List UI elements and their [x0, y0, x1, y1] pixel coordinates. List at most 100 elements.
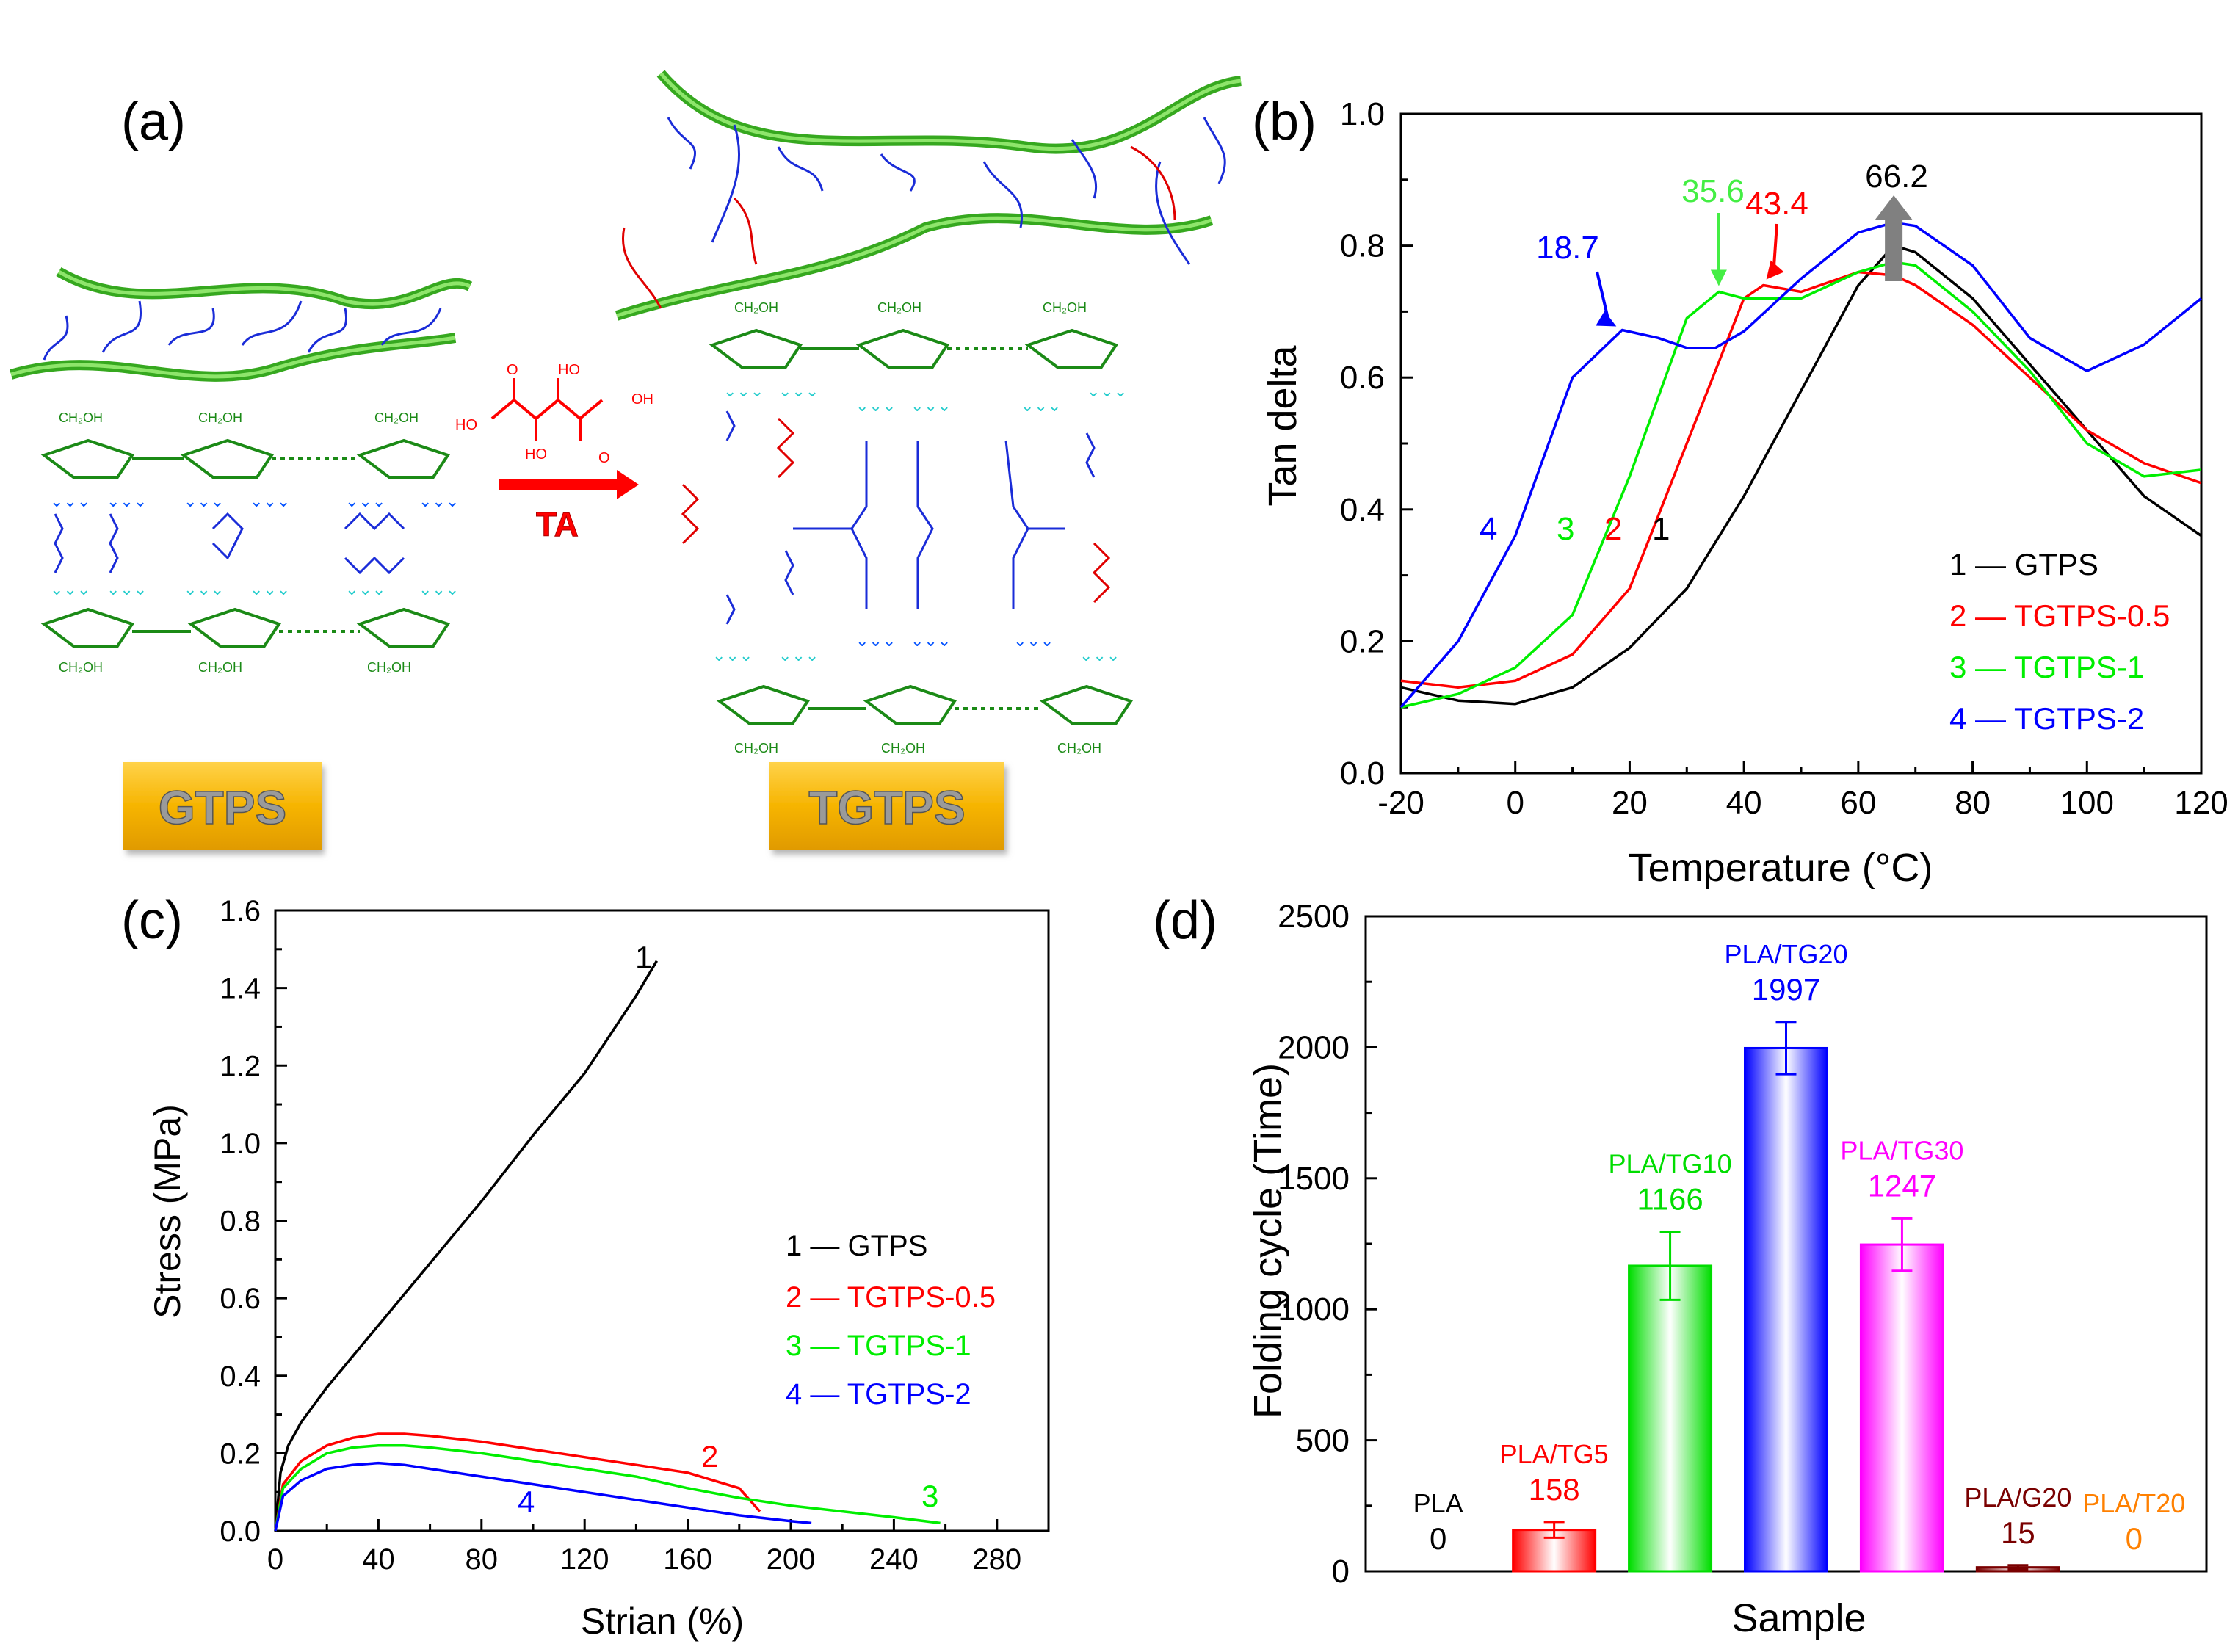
legend-item-4: 4 — TGTPS-2 — [786, 1378, 971, 1410]
svg-text:⌄⌄⌄: ⌄⌄⌄ — [778, 646, 819, 664]
y-tick-label: 2000 — [1278, 1029, 1350, 1065]
panel-a-label: (a) — [121, 93, 186, 151]
y-tick-label: 0.4 — [220, 1361, 261, 1393]
annotation-arrow-66.2 — [1885, 217, 1903, 281]
right-ta-molecules — [681, 417, 1111, 604]
svg-text:OH: OH — [631, 391, 653, 407]
x-tick-label: 80 — [466, 1543, 499, 1576]
svg-text:⌄⌄⌄: ⌄⌄⌄ — [723, 382, 764, 400]
svg-text:HO: HO — [525, 446, 547, 463]
svg-text:⌄⌄⌄: ⌄⌄⌄ — [184, 580, 224, 598]
x-tick-label: 100 — [2060, 785, 2114, 821]
left-ribbon-bottom — [10, 333, 457, 382]
tgtps-badge — [769, 762, 1004, 850]
svg-text:HO: HO — [558, 362, 580, 378]
bar-pla-tg30 — [1859, 1243, 1944, 1573]
x-tick-label: 120 — [2174, 785, 2228, 821]
svg-text:⌄⌄⌄: ⌄⌄⌄ — [1079, 646, 1120, 664]
gtps-badge — [123, 762, 322, 850]
panel-d-ylabel: Folding cycle (Time) — [1246, 1063, 1290, 1419]
panel-b-xlabel: Temperature (°C) — [1629, 846, 1933, 890]
svg-text:⌄⌄⌄: ⌄⌄⌄ — [778, 382, 819, 400]
x-tick-label: 120 — [560, 1543, 609, 1576]
svg-text:⌄⌄⌄: ⌄⌄⌄ — [855, 631, 896, 650]
legend-item-1: 1 — GTPS — [1949, 547, 2098, 582]
y-tick-label: 1000 — [1278, 1291, 1350, 1327]
svg-text:CH₂OH: CH₂OH — [198, 660, 242, 675]
svg-text:⌄⌄⌄: ⌄⌄⌄ — [106, 580, 147, 598]
series-line-1 — [1400, 244, 2202, 706]
legend-item-2: 2 — TGTPS-0.5 — [786, 1281, 996, 1314]
series-line-3 — [274, 1444, 941, 1532]
x-tick-label: 200 — [767, 1543, 816, 1576]
panel-c-legend: 1 — GTPS 2 — TGTPS-0.5 3 — TGTPS-1 4 — T… — [786, 1230, 996, 1410]
legend-item-3: 3 — TGTPS-1 — [786, 1330, 971, 1362]
svg-text:CH₂OH: CH₂OH — [734, 741, 778, 756]
y-tick-label: 1.0 — [220, 1128, 261, 1160]
svg-text:⌄⌄⌄: ⌄⌄⌄ — [1013, 631, 1054, 650]
svg-text:⌄⌄⌄: ⌄⌄⌄ — [345, 580, 385, 598]
series-line-1 — [274, 960, 659, 1532]
right-glucose-row-top — [709, 328, 1119, 369]
y-tick-label: 0.4 — [1340, 492, 1385, 528]
x-tick-label: -20 — [1377, 785, 1424, 821]
tartaric-acid-atoms: O HO HO HO O OH — [455, 362, 653, 466]
svg-text:CH₂OH: CH₂OH — [734, 300, 778, 315]
bar-pla-tg10 — [1628, 1264, 1713, 1573]
right-ribbon-chains-blue — [667, 117, 1226, 265]
annotation-35.6: 35.6 — [1681, 173, 1745, 209]
curve-label-2: 2 — [1604, 511, 1622, 547]
category-label: PLA/G20 — [1964, 1482, 2071, 1512]
value-label: 1247 — [1868, 1168, 1936, 1203]
panel-b-legend: 1 — GTPS 2 — TGTPS-0.5 3 — TGTPS-1 4 — T… — [1949, 547, 2170, 736]
annotation-arrowhead-35.6 — [1710, 269, 1727, 286]
svg-text:CH₂OH: CH₂OH — [881, 741, 925, 756]
left-glycerol-molecules — [54, 512, 405, 575]
left-glucose-row-top — [40, 438, 451, 479]
value-label: 1166 — [1637, 1182, 1703, 1217]
y-tick-label: 0.6 — [220, 1283, 261, 1315]
y-tick-label: 0.0 — [1340, 756, 1385, 791]
bar-pla-tg20 — [1744, 1046, 1828, 1573]
panel-c-stress-strain-chart: (c) 0 40 80 120 160 200 240 280 0.0 0.2 0.4 0.6 0.8 1… — [121, 891, 1050, 1642]
y-tick-label: 0.8 — [1340, 228, 1385, 264]
right-ribbon-bottom — [615, 213, 1214, 321]
svg-text:⌄⌄⌄: ⌄⌄⌄ — [910, 396, 951, 415]
category-label: PLA/TG20 — [1724, 939, 1847, 969]
category-label: PLA/TG5 — [1500, 1439, 1609, 1469]
panel-d-label: (d) — [1153, 891, 1217, 950]
svg-text:⌄⌄⌄: ⌄⌄⌄ — [50, 580, 90, 598]
value-label: 15 — [2001, 1515, 2035, 1550]
svg-text:⌄⌄⌄: ⌄⌄⌄ — [910, 631, 951, 650]
panel-c-xlabel: Strian (%) — [581, 1601, 744, 1642]
gtps-badge-label: GTPS — [159, 781, 286, 834]
legend-item-3: 3 — TGTPS-1 — [1949, 650, 2144, 684]
svg-text:⌄⌄⌄: ⌄⌄⌄ — [106, 492, 147, 510]
left-hbond-chevrons: ⌄⌄⌄ ⌄⌄⌄ ⌄⌄⌄ ⌄⌄⌄ ⌄⌄⌄ ⌄⌄⌄ ⌄⌄⌄ ⌄⌄⌄ ⌄⌄⌄ ⌄⌄⌄ … — [50, 492, 459, 598]
right-ch2oh-labels: CH₂OH CH₂OH CH₂OH CH₂OH CH₂OH CH₂OH — [734, 300, 1101, 756]
value-label: 158 — [1529, 1472, 1580, 1507]
svg-text:CH₂OH: CH₂OH — [1043, 300, 1087, 315]
svg-text:⌄⌄⌄: ⌄⌄⌄ — [419, 492, 459, 510]
svg-text:CH₂OH: CH₂OH — [198, 410, 242, 425]
y-tick-label: 0.2 — [220, 1438, 261, 1470]
right-hbond-chevrons: ⌄⌄⌄ ⌄⌄⌄ ⌄⌄⌄ ⌄⌄⌄ ⌄⌄⌄ ⌄⌄⌄ ⌄⌄⌄ ⌄⌄⌄ ⌄⌄⌄ ⌄⌄⌄ … — [712, 382, 1127, 664]
x-tick-label: 240 — [869, 1543, 919, 1576]
svg-text:⌄⌄⌄: ⌄⌄⌄ — [419, 580, 459, 598]
svg-text:⌄⌄⌄: ⌄⌄⌄ — [1087, 382, 1127, 400]
curve-label-1: 1 — [635, 940, 652, 974]
svg-text:⌄⌄⌄: ⌄⌄⌄ — [345, 492, 385, 510]
left-ch2oh-labels: CH₂OH CH₂OH CH₂OH CH₂OH CH₂OH CH₂OH — [59, 410, 419, 675]
svg-text:CH₂OH: CH₂OH — [59, 410, 103, 425]
svg-text:⌄⌄⌄: ⌄⌄⌄ — [1021, 396, 1061, 415]
legend-item-2: 2 — TGTPS-0.5 — [1949, 598, 2170, 633]
value-label: 0 — [1430, 1521, 1446, 1556]
svg-text:⌄⌄⌄: ⌄⌄⌄ — [855, 396, 896, 415]
x-tick-label: 0 — [267, 1543, 283, 1576]
y-tick-label: 1.6 — [220, 895, 261, 927]
curve-label-4: 4 — [518, 1485, 535, 1519]
x-tick-label: 40 — [1726, 785, 1762, 821]
svg-text:⌄⌄⌄: ⌄⌄⌄ — [50, 492, 90, 510]
svg-text:CH₂OH: CH₂OH — [59, 660, 103, 675]
